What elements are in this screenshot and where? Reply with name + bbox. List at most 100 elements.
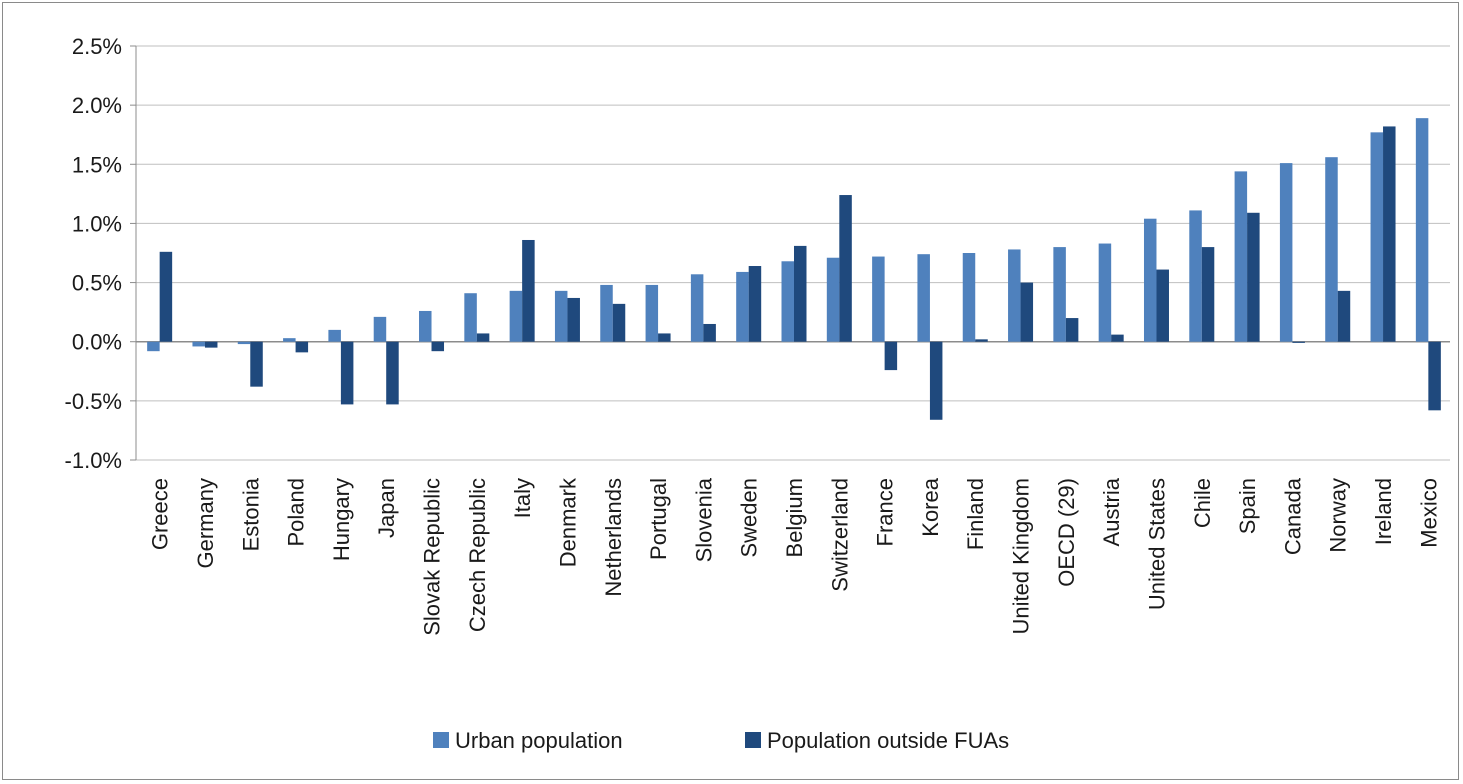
y-tick-label: 0.5% bbox=[72, 271, 122, 296]
y-tick-label: 2.0% bbox=[72, 93, 122, 118]
bar-urban-population bbox=[419, 310, 432, 342]
bar-population-outside-fuas bbox=[386, 341, 399, 405]
x-tick-label: Korea bbox=[918, 477, 943, 536]
x-tick-label: Poland bbox=[284, 478, 309, 547]
x-tick-label: Finland bbox=[963, 478, 988, 550]
bar-urban-population bbox=[872, 256, 885, 342]
x-tick-label: Czech Republic bbox=[465, 478, 490, 632]
bar-population-outside-fuas bbox=[884, 341, 898, 371]
bar-population-outside-fuas bbox=[522, 239, 535, 342]
x-tick-label: United Kingdom bbox=[1009, 478, 1034, 635]
legend: Urban population Population outside FUAs bbox=[433, 728, 1009, 753]
bar-urban-population bbox=[917, 254, 930, 342]
y-tick-label: -0.5% bbox=[65, 389, 122, 414]
bar-urban-population bbox=[1415, 118, 1429, 342]
x-tick-label: Switzerland bbox=[827, 478, 852, 592]
x-tick-label: Slovenia bbox=[691, 477, 716, 562]
bar-population-outside-fuas bbox=[1292, 341, 1305, 343]
x-tick-label: Hungary bbox=[329, 478, 354, 561]
bar-population-outside-fuas bbox=[929, 341, 943, 420]
y-tick-label: 1.0% bbox=[72, 211, 122, 236]
x-tick-label: Ireland bbox=[1371, 478, 1396, 545]
bar-population-outside-fuas bbox=[204, 341, 218, 348]
bar-population-outside-fuas bbox=[1065, 318, 1079, 342]
bar-population-outside-fuas bbox=[340, 341, 354, 405]
x-tick-label: Spain bbox=[1235, 478, 1260, 534]
bar-urban-population bbox=[1279, 163, 1293, 342]
bar-urban-population bbox=[464, 293, 477, 342]
x-tick-label: Belgium bbox=[782, 478, 807, 557]
bar-urban-population bbox=[962, 253, 976, 342]
bar-urban-population bbox=[192, 341, 205, 347]
bar-urban-population bbox=[1008, 249, 1021, 342]
bar-urban-population bbox=[1189, 210, 1202, 342]
bars bbox=[147, 118, 1441, 420]
bar-population-outside-fuas bbox=[1247, 212, 1260, 342]
y-axis: 2.5% 2.0% 1.5% 1.0% 0.5% 0.0% -0.5% -1.0% bbox=[65, 34, 137, 473]
x-tick-label: Estonia bbox=[238, 477, 263, 551]
bar-population-outside-fuas bbox=[839, 195, 852, 342]
x-tick-label: Portugal bbox=[646, 478, 671, 560]
bar-population-outside-fuas bbox=[1111, 334, 1124, 342]
bar-urban-population bbox=[1098, 243, 1112, 342]
x-axis: Greece Germany Estonia Poland Hungary Japan Sl… bbox=[148, 477, 1442, 636]
bar-urban-population bbox=[826, 257, 840, 342]
bar-population-outside-fuas bbox=[1428, 341, 1441, 411]
bar-population-outside-fuas bbox=[975, 339, 988, 342]
x-tick-label: Chile bbox=[1190, 478, 1215, 528]
bar-urban-population bbox=[736, 271, 749, 342]
bar-population-outside-fuas bbox=[1201, 247, 1215, 342]
y-tick-label: 2.5% bbox=[72, 34, 122, 59]
bar-population-outside-fuas bbox=[1156, 269, 1169, 342]
bar-population-outside-fuas bbox=[431, 341, 445, 352]
x-tick-label: Greece bbox=[148, 478, 173, 550]
x-tick-label: OECD (29) bbox=[1054, 478, 1079, 587]
bar-urban-population bbox=[781, 261, 794, 342]
x-tick-label: Slovak Republic bbox=[420, 478, 445, 636]
bar-urban-population bbox=[509, 290, 523, 342]
bar-urban-population bbox=[1053, 247, 1066, 342]
bar-population-outside-fuas bbox=[703, 323, 716, 342]
bar-population-outside-fuas bbox=[1020, 282, 1034, 342]
x-tick-label: Japan bbox=[374, 478, 399, 538]
legend-swatch-population-outside-fuas bbox=[745, 732, 761, 748]
bar-urban-population bbox=[237, 341, 251, 345]
bar-urban-population bbox=[1143, 218, 1157, 342]
x-tick-label: United States bbox=[1144, 478, 1169, 610]
y-tick-label: -1.0% bbox=[65, 448, 122, 473]
bar-urban-population bbox=[1234, 171, 1248, 342]
x-tick-label: France bbox=[873, 478, 898, 546]
x-tick-label: Austria bbox=[1099, 477, 1124, 546]
y-tick-label: 0.0% bbox=[72, 330, 122, 355]
bar-urban-population bbox=[147, 341, 160, 352]
bar-population-outside-fuas bbox=[748, 266, 762, 342]
bar-urban-population bbox=[1370, 132, 1384, 342]
bar-population-outside-fuas bbox=[295, 341, 309, 353]
bar-urban-population bbox=[600, 284, 613, 342]
x-tick-label: Denmark bbox=[555, 477, 580, 567]
legend-label-population-outside-fuas: Population outside FUAs bbox=[767, 728, 1009, 753]
bar-population-outside-fuas bbox=[1383, 126, 1396, 342]
bar-urban-population bbox=[690, 274, 704, 342]
x-tick-label: Canada bbox=[1280, 477, 1305, 555]
x-tick-label: Sweden bbox=[737, 478, 762, 558]
legend-label-urban-population: Urban population bbox=[455, 728, 623, 753]
x-tick-label: Germany bbox=[193, 478, 218, 568]
bar-population-outside-fuas bbox=[476, 333, 490, 342]
bar-urban-population bbox=[373, 316, 387, 342]
bar-population-outside-fuas bbox=[250, 341, 263, 387]
x-tick-label: Italy bbox=[510, 478, 535, 518]
bar-population-outside-fuas bbox=[612, 303, 626, 342]
bar-urban-population bbox=[554, 290, 568, 342]
bar-population-outside-fuas bbox=[794, 245, 807, 342]
bar-population-outside-fuas bbox=[658, 333, 671, 342]
bar-population-outside-fuas bbox=[1337, 290, 1351, 342]
x-tick-label: Mexico bbox=[1416, 478, 1441, 548]
y-tick-label: 1.5% bbox=[72, 152, 122, 177]
legend-swatch-urban-population bbox=[433, 732, 449, 748]
bar-population-outside-fuas bbox=[159, 251, 173, 342]
x-tick-label: Norway bbox=[1326, 478, 1351, 553]
bar-urban-population bbox=[328, 329, 341, 342]
